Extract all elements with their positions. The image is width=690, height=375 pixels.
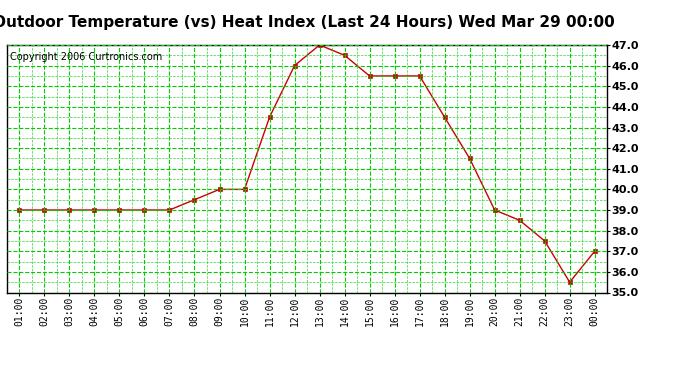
Text: Outdoor Temperature (vs) Heat Index (Last 24 Hours) Wed Mar 29 00:00: Outdoor Temperature (vs) Heat Index (Las… (0, 15, 615, 30)
Text: Copyright 2006 Curtronics.com: Copyright 2006 Curtronics.com (10, 53, 162, 62)
